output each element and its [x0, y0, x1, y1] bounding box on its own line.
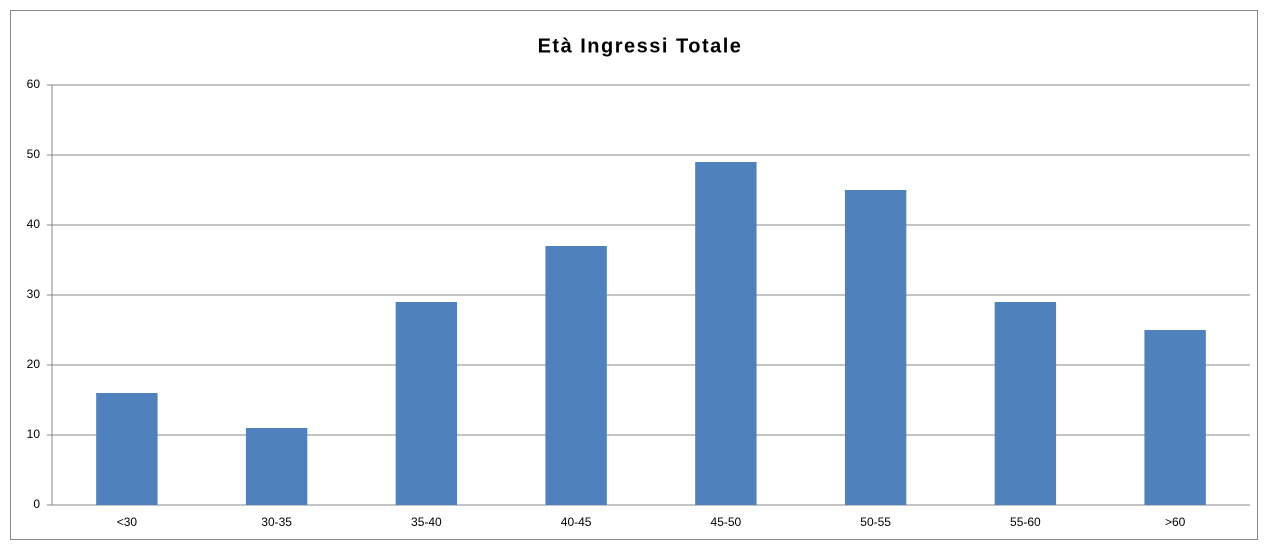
x-tick-label: 50-55 — [860, 515, 891, 529]
bar — [545, 246, 607, 505]
y-tick-label: 0 — [33, 497, 40, 511]
bar — [96, 393, 158, 505]
bar — [695, 162, 757, 505]
bar — [844, 190, 907, 505]
y-tick-label: 50 — [27, 147, 41, 161]
y-tick-label: 20 — [27, 357, 41, 371]
y-tick-label: 60 — [27, 77, 41, 91]
chart-border — [10, 10, 1258, 540]
x-tick-label: 30-35 — [261, 515, 292, 529]
bar — [994, 302, 1057, 505]
bar — [395, 302, 458, 505]
y-tick-label: 40 — [27, 217, 41, 231]
bar — [245, 428, 308, 505]
x-tick-label: <30 — [117, 515, 138, 529]
x-tick-label: >60 — [1165, 515, 1186, 529]
y-tick-label: 10 — [27, 427, 41, 441]
bar — [1144, 330, 1206, 505]
x-tick-label: 40-45 — [561, 515, 592, 529]
x-tick-label: 55-60 — [1010, 515, 1041, 529]
chart-title: Età Ingressi Totale — [538, 35, 743, 57]
y-tick-label: 30 — [27, 287, 41, 301]
x-tick-label: 45-50 — [711, 515, 742, 529]
x-tick-label: 35-40 — [411, 515, 442, 529]
